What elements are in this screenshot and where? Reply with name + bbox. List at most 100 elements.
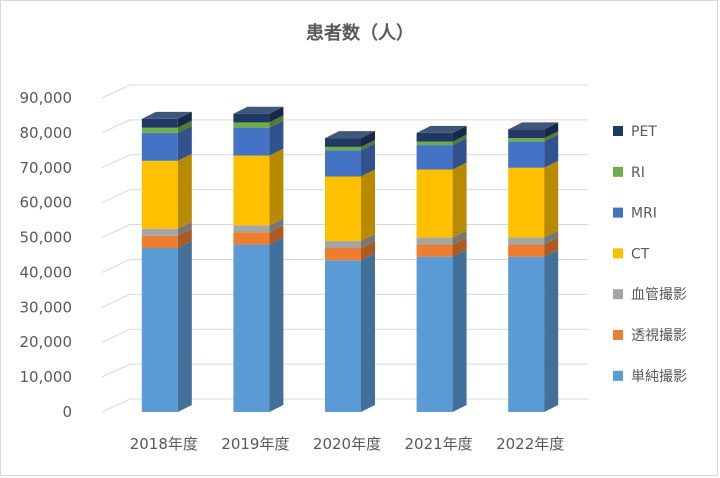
legend-swatch bbox=[613, 248, 623, 259]
bar-segment-side bbox=[361, 139, 375, 151]
bar-segment bbox=[325, 138, 361, 147]
bar-segment-side bbox=[177, 221, 192, 236]
bar-segment bbox=[416, 145, 453, 170]
bar-segment bbox=[508, 167, 545, 238]
bar-segment bbox=[233, 232, 270, 245]
bar-segment-side bbox=[269, 148, 284, 226]
bar-segment-side bbox=[361, 253, 375, 412]
bar-segment-side bbox=[177, 111, 192, 128]
bar-segment bbox=[233, 113, 270, 123]
bar-segment-top bbox=[233, 106, 284, 114]
y-tick-label: 10,000 bbox=[20, 368, 73, 386]
bar-segment-side bbox=[177, 241, 192, 412]
bar-segment bbox=[508, 141, 545, 168]
legend-label: 透視撮影 bbox=[631, 327, 687, 344]
gridline-side bbox=[101, 119, 131, 134]
legend-swatch bbox=[613, 166, 623, 177]
bar-segment-top bbox=[416, 125, 467, 133]
legend-swatch bbox=[613, 126, 623, 136]
bar-segment-side bbox=[544, 249, 559, 412]
bar-segment-top bbox=[141, 111, 192, 119]
bar-segment-top bbox=[508, 122, 559, 130]
bar-segment-side bbox=[269, 106, 284, 123]
bar-segment-side bbox=[177, 228, 192, 249]
bar-segment bbox=[141, 127, 178, 133]
bar-segment bbox=[416, 132, 453, 142]
bar-segment-side bbox=[177, 125, 192, 161]
bar-segment-side bbox=[177, 153, 192, 229]
legend-label: PET bbox=[631, 124, 657, 140]
bar-segment bbox=[416, 141, 453, 146]
legend-swatch bbox=[613, 207, 623, 218]
legend-swatch bbox=[613, 289, 623, 300]
bar-segment-side bbox=[361, 143, 375, 177]
bar-segment bbox=[325, 248, 361, 261]
bar-segment bbox=[416, 237, 453, 245]
bar-segment-side bbox=[452, 230, 467, 245]
gridline-side bbox=[101, 224, 131, 239]
legend-label: CT bbox=[631, 246, 650, 262]
bar-segment-top bbox=[325, 131, 375, 139]
bar-segment-side bbox=[361, 234, 375, 249]
bar-segment-side bbox=[452, 138, 467, 170]
bar-segment-side bbox=[452, 125, 467, 142]
bar-segment-side bbox=[269, 120, 284, 156]
y-tick-label: 50,000 bbox=[20, 229, 73, 247]
bar-segment bbox=[233, 122, 270, 128]
bar-segment-side bbox=[544, 160, 559, 238]
bar-segment bbox=[233, 127, 270, 156]
bar-segment-side bbox=[361, 169, 375, 242]
bar-segment-side bbox=[361, 131, 375, 147]
bar-segment bbox=[325, 150, 361, 177]
x-tick-label: 2022年度 bbox=[496, 435, 564, 453]
bar-segment bbox=[416, 169, 453, 238]
bar-segment bbox=[508, 237, 545, 245]
bar-segment bbox=[233, 244, 270, 412]
y-tick-label: 90,000 bbox=[20, 89, 73, 107]
x-tick-label: 2020年度 bbox=[313, 435, 381, 453]
legend-label: MRI bbox=[631, 206, 657, 222]
bar-segment bbox=[233, 225, 270, 233]
y-tick-label: 0 bbox=[62, 403, 72, 421]
bar-segment-side bbox=[269, 237, 284, 412]
bar-segment bbox=[325, 176, 361, 242]
y-tick-label: 60,000 bbox=[20, 194, 73, 212]
legend-label: RI bbox=[631, 165, 645, 181]
bar-segment-side bbox=[544, 131, 559, 142]
bar-segment-side bbox=[452, 249, 467, 412]
bar-segment bbox=[416, 256, 453, 412]
bar-segment bbox=[508, 129, 545, 139]
bar-segment bbox=[508, 244, 545, 257]
bar-segment bbox=[233, 155, 270, 226]
bar-segment-side bbox=[269, 225, 284, 245]
bar-segment-side bbox=[544, 237, 559, 257]
chart-title: 患者数（人） bbox=[306, 23, 414, 44]
bar-segment-side bbox=[452, 134, 467, 146]
bar-segment-side bbox=[544, 134, 559, 168]
bar-segment bbox=[416, 244, 453, 257]
bar-segment bbox=[508, 256, 545, 412]
x-tick-label: 2018年度 bbox=[130, 435, 198, 453]
y-tick-label: 80,000 bbox=[20, 124, 73, 142]
bar-segment bbox=[141, 160, 178, 229]
bar-segment bbox=[325, 146, 361, 151]
bar-segment bbox=[141, 248, 178, 412]
bar-segment bbox=[325, 241, 361, 249]
bar-segment bbox=[141, 132, 178, 161]
bar-segment-side bbox=[452, 237, 467, 257]
bar-segment-side bbox=[177, 120, 192, 133]
x-tick-label: 2019年度 bbox=[221, 435, 289, 453]
y-tick-label: 70,000 bbox=[20, 159, 73, 177]
legend-label: 単純撮影 bbox=[631, 368, 687, 385]
legend-swatch bbox=[613, 370, 623, 381]
gridline-side bbox=[101, 398, 131, 413]
bar-segment-side bbox=[544, 122, 559, 139]
gridline-side bbox=[101, 328, 131, 343]
gridline-side bbox=[101, 189, 131, 204]
bar-segment bbox=[325, 260, 361, 412]
bar-segment-side bbox=[269, 218, 284, 233]
bar-segment bbox=[141, 235, 178, 249]
gridline-side bbox=[101, 363, 131, 378]
gridline-side bbox=[101, 258, 131, 273]
